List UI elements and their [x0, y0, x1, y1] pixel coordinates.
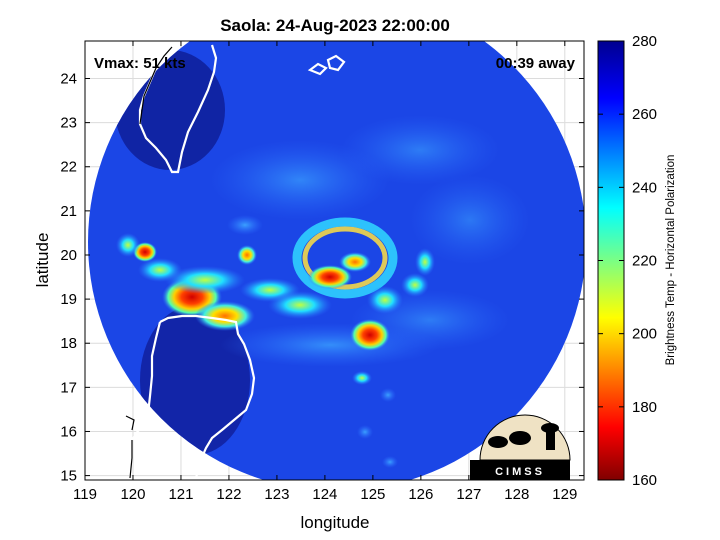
- colorbar-tick-label: 260: [632, 106, 657, 123]
- coastline-islet-2: [326, 54, 346, 72]
- chart-title: Saola: 24-Aug-2023 22:00:00: [220, 16, 450, 35]
- y-tick-label: 19: [60, 291, 77, 308]
- y-tick-label: 24: [60, 71, 77, 88]
- band-west-2: [165, 266, 245, 294]
- colorbar-tick-label: 200: [632, 326, 657, 343]
- y-tick-label: 20: [60, 247, 77, 264]
- y-tick-label: 17: [60, 379, 77, 396]
- logo-dish-2: [509, 431, 531, 445]
- colorbar-tick-label: 160: [632, 472, 657, 489]
- cold-core-center: [308, 265, 352, 289]
- colorbar-tick-label: 220: [632, 253, 657, 270]
- x-tick-labels: 119 120 121 122 123 124 125 126 127 128 129: [73, 486, 577, 503]
- band-south-3: [401, 273, 429, 297]
- logo-text-bar: [470, 460, 570, 480]
- x-tick-label: 123: [264, 486, 289, 503]
- y-tick-label: 22: [60, 159, 77, 176]
- band-west-1: [195, 301, 255, 331]
- band-west-3: [138, 258, 182, 282]
- colorbar-ticks: 160 180 200 220 240 260 280: [598, 33, 657, 489]
- colorbar-tick-label: 280: [632, 33, 657, 50]
- y-tick-label: 15: [60, 468, 77, 485]
- band-south-dot-1: [352, 371, 372, 385]
- y-tick-label: 18: [60, 335, 77, 352]
- vmax-label: Vmax: 51 kts: [94, 55, 186, 72]
- x-tick-label: 124: [312, 486, 337, 503]
- band-ring-inner: [302, 226, 388, 290]
- x-tick-label: 128: [504, 486, 529, 503]
- cimss-logo: CIMSS: [470, 414, 571, 480]
- x-tick-label: 127: [456, 486, 481, 503]
- x-axis-label: longitude: [300, 513, 369, 532]
- colorbar-tick-label: 240: [632, 179, 657, 196]
- band-south-2: [367, 286, 403, 314]
- y-tick-label: 23: [60, 115, 77, 132]
- band-spiral-2: [268, 291, 332, 319]
- x-tick-label: 126: [408, 486, 433, 503]
- x-tick-label: 122: [216, 486, 241, 503]
- tick-marks: [84, 41, 584, 480]
- x-tick-label: 121: [168, 486, 193, 503]
- cell-west-cyan: [116, 233, 140, 257]
- band-south-dot-2: [380, 388, 396, 402]
- plot-area: Vmax: 51 kts 00:39 away CIMSS: [84, 40, 585, 481]
- band-south-1: [350, 319, 390, 351]
- band-ring-outer: [292, 217, 398, 299]
- light-patch-5: [410, 175, 530, 265]
- coastline-luzon: [159, 314, 256, 479]
- y-tick-labels: 15 16 17 18 19 20 21 22 23 24: [60, 71, 77, 485]
- coastline-taiwan-outside: [139, 46, 173, 125]
- band-north-2: [227, 215, 263, 235]
- coastline-islet-1: [307, 62, 328, 76]
- y-tick-label: 16: [60, 423, 77, 440]
- colorbar: 160 180 200 220 240 260 280 Brightness Temp - …: [597, 33, 677, 489]
- axes-frame: [84, 40, 585, 481]
- band-south-dot-4: [382, 456, 398, 468]
- microwave-swath: [88, 41, 584, 480]
- x-tick-label: 119: [73, 486, 97, 503]
- coastlines-outside: [125, 46, 173, 479]
- hot-spot-center: [339, 252, 371, 272]
- band-south-dot-3: [357, 425, 373, 439]
- y-tick-label: 21: [60, 203, 77, 220]
- band-east-1: [415, 248, 435, 276]
- logo-tower-top: [541, 423, 559, 433]
- logo-dish-1: [488, 436, 508, 448]
- logo-tower: [546, 428, 555, 450]
- logo-text: CIMSS: [495, 466, 545, 478]
- band-north-1: [237, 245, 257, 265]
- light-patch-2: [340, 115, 500, 185]
- y-axis-label: latitude: [33, 233, 52, 288]
- colorbar-tick-label: 180: [632, 399, 657, 416]
- coastline-luzon-outside: [125, 415, 135, 479]
- x-tick-label: 120: [120, 486, 145, 503]
- time-away-label: 00:39 away: [496, 55, 576, 72]
- x-tick-label: 129: [552, 486, 577, 503]
- colorbar-label: Brightness Temp - Horizontal Polarizatio…: [665, 155, 677, 366]
- x-tick-label: 125: [360, 486, 385, 503]
